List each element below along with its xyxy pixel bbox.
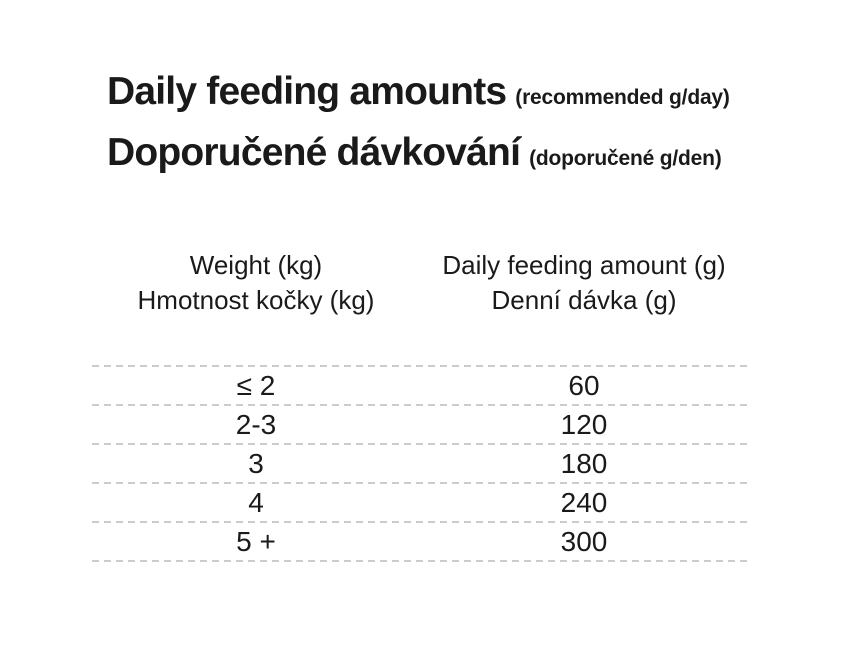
amount-cell: 120 bbox=[560, 408, 608, 440]
feeding-table: ≤ 2 60 2-3 120 3 180 4 240 5 + 300 bbox=[92, 365, 748, 562]
page-title-secondary-note: (doporučené g/den) bbox=[529, 147, 722, 170]
column-header-amount-cs: Denní dávka (g) bbox=[491, 285, 677, 315]
page-title: Daily feeding amounts bbox=[107, 70, 507, 113]
column-header-amount-en: Daily feeding amount (g) bbox=[442, 250, 726, 280]
amount-cell: 180 bbox=[560, 447, 608, 479]
column-header-amount: Daily feeding amount (g) Denní dávka (g) bbox=[420, 248, 748, 318]
table-row: 5 + 300 bbox=[92, 523, 748, 560]
table-row: 4 240 bbox=[92, 484, 748, 521]
row-divider bbox=[92, 404, 748, 406]
column-header-weight: Weight (kg) Hmotnost kočky (kg) bbox=[92, 248, 420, 318]
row-divider bbox=[92, 521, 748, 523]
amount-cell: 300 bbox=[560, 525, 608, 557]
weight-cell: 2-3 bbox=[235, 408, 277, 440]
title-line-secondary: Doporučené dávkování (doporučené g/den) bbox=[107, 125, 730, 186]
table-row: ≤ 2 60 bbox=[92, 367, 748, 404]
weight-cell: 3 bbox=[248, 447, 264, 479]
column-headers: Weight (kg) Hmotnost kočky (kg) Daily fe… bbox=[92, 248, 748, 318]
title-block: Daily feeding amounts (recommended g/day)… bbox=[107, 64, 730, 186]
amount-cell: 60 bbox=[568, 369, 600, 401]
column-header-weight-cs: Hmotnost kočky (kg) bbox=[137, 285, 375, 315]
row-divider bbox=[92, 560, 748, 562]
row-divider bbox=[92, 443, 748, 445]
page-title-note: (recommended g/day) bbox=[515, 86, 730, 109]
row-divider bbox=[92, 482, 748, 484]
table-row: 2-3 120 bbox=[92, 406, 748, 443]
page-title-secondary: Doporučené dávkování bbox=[107, 131, 521, 174]
weight-cell: ≤ 2 bbox=[236, 369, 276, 401]
row-divider bbox=[92, 365, 748, 367]
weight-cell: 4 bbox=[248, 486, 264, 518]
amount-cell: 240 bbox=[560, 486, 608, 518]
column-header-weight-en: Weight (kg) bbox=[189, 250, 323, 280]
table-row: 3 180 bbox=[92, 445, 748, 482]
weight-cell: 5 + bbox=[236, 525, 276, 557]
title-line-primary: Daily feeding amounts (recommended g/day) bbox=[107, 64, 730, 125]
